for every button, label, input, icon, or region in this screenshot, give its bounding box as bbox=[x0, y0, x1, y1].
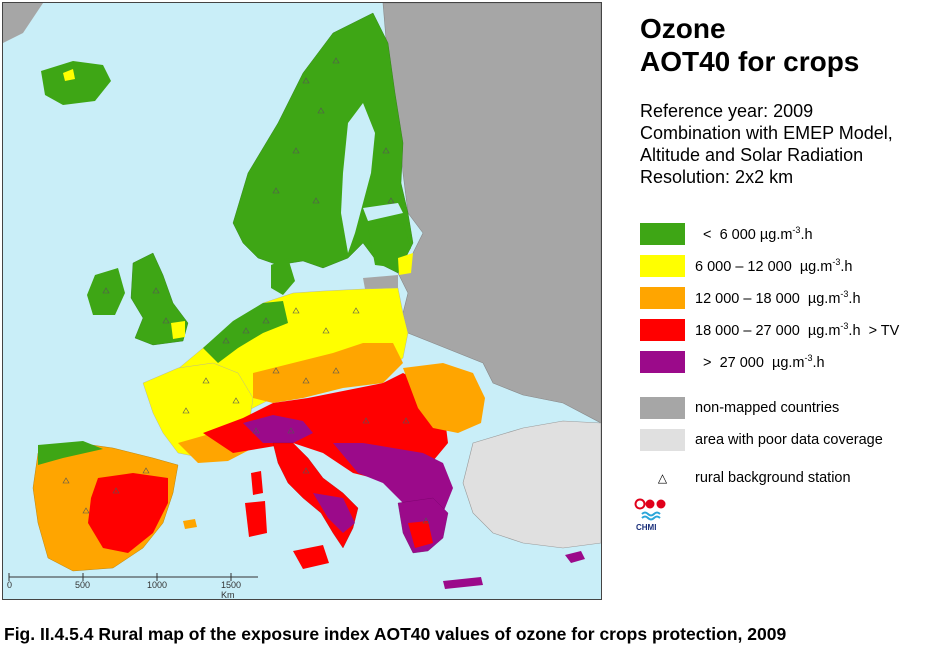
corsica bbox=[251, 471, 263, 495]
legend-label: 12 000 – 18 000 µg.m-3.h bbox=[695, 289, 861, 307]
baltics bbox=[368, 223, 411, 268]
legend-label: rural background station bbox=[695, 470, 851, 486]
central-orange bbox=[253, 343, 403, 403]
baltic-sea bbox=[341, 103, 375, 253]
logo-text: CHMI bbox=[636, 523, 656, 532]
italy-purple bbox=[313, 493, 355, 533]
scale-tick: 500 bbox=[75, 580, 91, 590]
legend-item-station: △ rural background station bbox=[640, 466, 851, 490]
denmark bbox=[271, 258, 295, 295]
legend-swatch bbox=[640, 319, 685, 341]
subtitle-line-2: Combination with EMEP Model, bbox=[640, 123, 893, 143]
great-britain bbox=[130, 252, 189, 346]
sardinia bbox=[245, 501, 267, 537]
legend-label: 18 000 – 27 000 µg.m-3.h > TV bbox=[695, 321, 900, 339]
legend-swatch bbox=[640, 255, 685, 277]
legend-label: < 6 000 µg.m-3.h bbox=[695, 225, 813, 243]
europe-map bbox=[3, 3, 601, 599]
legend-swatch bbox=[640, 397, 685, 419]
legend-label: area with poor data coverage bbox=[695, 432, 883, 448]
chmi-logo: CHMI bbox=[634, 497, 674, 533]
chmi-logo-graphic: CHMI bbox=[634, 498, 666, 532]
title-line-1: Ozone bbox=[640, 13, 726, 44]
legend-item: 12 000 – 18 000 µg.m-3.h bbox=[640, 286, 861, 310]
uk-yellow bbox=[171, 321, 185, 339]
non-mapped-kaliningrad bbox=[363, 275, 398, 289]
legend-swatch bbox=[640, 429, 685, 451]
figure-caption: Fig. II.4.5.4 Rural map of the exposure … bbox=[4, 624, 787, 644]
scale-tick: 1000 bbox=[147, 580, 168, 590]
map-frame: 0 500 1000 1500 Km bbox=[2, 2, 602, 600]
map-subtitle: Reference year: 2009 Combination with EM… bbox=[640, 100, 893, 188]
iberia-red bbox=[88, 473, 168, 553]
iberia-green bbox=[38, 441, 103, 465]
iceland-yellow bbox=[63, 69, 75, 81]
title-line-2: AOT40 for crops bbox=[640, 46, 860, 77]
legend-label: non-mapped countries bbox=[695, 400, 840, 416]
legend-label: > 27 000 µg.m-3.h bbox=[695, 353, 825, 371]
legend-item: > 27 000 µg.m-3.h bbox=[640, 350, 825, 374]
legend-item: 6 000 – 12 000 µg.m-3.h bbox=[640, 254, 852, 278]
ireland bbox=[87, 268, 125, 315]
cyprus bbox=[565, 551, 585, 563]
legend-label: 6 000 – 12 000 µg.m-3.h bbox=[695, 257, 853, 275]
triangle-icon: △ bbox=[657, 471, 668, 485]
map-title: Ozone AOT40 for crops bbox=[640, 12, 859, 78]
iceland bbox=[41, 61, 111, 105]
greece-red bbox=[408, 521, 433, 548]
legend-item: < 6 000 µg.m-3.h bbox=[640, 222, 813, 246]
balearics bbox=[183, 519, 197, 529]
scale-tick: 0 bbox=[7, 580, 13, 590]
legend-swatch bbox=[640, 287, 685, 309]
subtitle-line-3: Altitude and Solar Radiation bbox=[640, 145, 864, 165]
gulf-finland bbox=[363, 203, 403, 221]
legend-swatch bbox=[640, 351, 685, 373]
legend-swatch bbox=[640, 223, 685, 245]
legend-item-non-mapped: non-mapped countries bbox=[640, 396, 839, 420]
legend-item-poor-coverage: area with poor data coverage bbox=[640, 428, 883, 452]
legend-item: 18 000 – 27 000 µg.m-3.h > TV bbox=[640, 318, 899, 342]
scale-bar bbox=[8, 573, 258, 581]
crete bbox=[443, 577, 483, 589]
sicily bbox=[293, 545, 329, 569]
subtitle-line-1: Reference year: 2009 bbox=[640, 101, 814, 121]
n-italy-purple bbox=[243, 415, 313, 443]
romania-orange bbox=[403, 363, 485, 433]
benelux-green bbox=[203, 301, 288, 363]
station-markers bbox=[62, 57, 430, 524]
baltics-yellow bbox=[398, 253, 413, 275]
subtitle-line-4: Resolution: 2x2 km bbox=[640, 167, 794, 187]
scale-tick: 1500 Km bbox=[221, 580, 242, 600]
non-mapped-northwest bbox=[3, 3, 43, 43]
poor-coverage-turkey bbox=[462, 420, 601, 549]
